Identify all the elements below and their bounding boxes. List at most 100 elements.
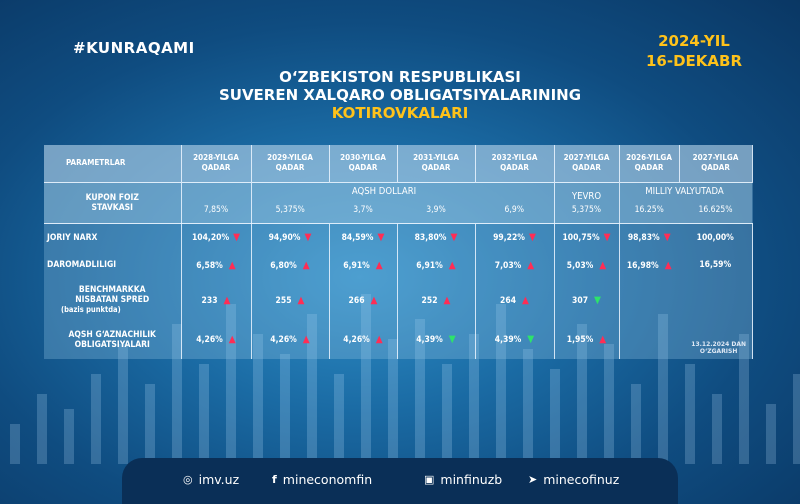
arrow-up-icon: ▲ [664,259,672,271]
table-row: AQSH G‘AZNACHILIK OBLIGATSIYALARI 4,26% ▲ 4,… [44,320,753,359]
col-header: 2029-YILGA QADAR [251,145,330,183]
page-title: O‘ZBEKISTON RESPUBLIKASI SUVEREN XALQARO… [0,68,800,122]
row-label: AQSH G‘AZNACHILIK OBLIGATSIYALARI [44,320,182,359]
arrow-up-icon: ▲ [370,294,378,306]
col-header: 2026-YILGA QADAR [619,145,680,183]
table-cell: 4,39% ▼ [397,320,476,359]
facebook-icon: f [272,473,277,486]
kupon-row: KUPON FOIZ STAVKASI 7,85% 5,375% AQSH DOL… [44,181,752,225]
table-cell: 100,75% ▼ [554,223,620,252]
table-cell: 4,26% ▲ [181,320,252,359]
table-cell: 7,03% ▲ [475,251,555,280]
date-block: 2024-YIL 16-DEKABR [646,31,742,71]
footer-link-text: minfinuzb [440,472,503,487]
table-cell: 83,80% ▼ [397,223,476,252]
arrow-up-icon: ▲ [228,334,236,346]
arrow-up-icon: ▲ [228,259,236,271]
table-cell [679,279,753,321]
table-cell: 266 ▲ [329,279,398,321]
table-cell: 4,26% ▲ [329,320,398,359]
arrow-up-icon: ▲ [375,334,383,346]
table-cell: 100,00% [679,223,753,252]
table-cell: 84,59% ▼ [329,223,398,252]
footer-link-minecofinuz[interactable]: ➤ minecofinuz [528,472,619,487]
globe-icon: ◎ [183,473,193,486]
footer-link-text: minecofinuz [543,472,620,487]
arrow-up-icon: ▲ [527,259,535,271]
arrow-down-green-icon: ▼ [594,294,601,306]
kupon-value: AQSH DOLLARI 3,7% [329,181,416,225]
footer-link-text: imv.uz [198,472,240,487]
table-cell: 16,98% ▲ [626,259,672,271]
table-cell: 6,80% ▲ [251,251,330,280]
change-note: 13.12.2024 DAN O‘ZGARISH [691,341,746,355]
table-cell: 6,58% ▲ [181,251,252,280]
arrow-down-green-icon: ▼ [527,334,535,346]
table-cell [679,320,753,359]
arrow-up-icon: ▲ [522,294,529,306]
date-day: 16-DEKABR [645,52,742,70]
footer-link-imv.uz[interactable]: ◎ imv.uz [183,472,239,487]
table-cell: 6,91% ▲ [397,251,476,280]
table-cell: 94,90% ▼ [251,223,330,252]
currency-usd-label: AQSH DOLLARI [351,185,417,197]
arrow-up-icon: ▲ [302,334,310,346]
arrow-up-icon: ▲ [302,259,310,271]
table-cell: 1,95% ▲ [554,320,620,359]
arrow-down-icon: ▼ [233,232,241,244]
table-row: DAROMADLILIGI 6,58% ▲ 6,80% ▲ 6,91% ▲ 6,91% ▲ 7,0… [44,251,753,280]
row-label: BENCHMARKKA NISBATAN SPRED (bazis punktda) [44,279,182,321]
arrow-up-icon: ▲ [375,259,383,271]
kupon-value: YEVRO 5,375% [554,181,620,225]
table-cell: 4,39% ▼ [475,320,555,359]
col-header: 2031-YILGA QADAR [397,145,476,183]
arrow-up-icon: ▲ [599,259,607,271]
table-cell: 255 ▲ [251,279,330,321]
row-label: JORIY NARX [44,223,182,252]
table-cell: 264 ▲ [475,279,555,321]
table-cell [619,321,679,359]
header-row: PARAMETRLAR 2028-YILGA QADAR 2029-YILGA QA… [44,145,753,183]
table-cell: 5,03% ▲ [554,251,620,280]
table-cell: 98,83% ▼ [627,232,671,244]
col-header: 2027-YILGA QADAR [679,145,753,183]
instagram-icon: ▣ [424,473,435,486]
arrow-up-icon: ▲ [297,294,305,306]
background-bars [0,294,800,464]
table-cell: 99,22% ▼ [475,223,555,252]
footer-link-mineconomfin[interactable]: f mineconomfin [272,472,372,487]
table-cell: 252 ▲ [397,279,476,321]
table-cell: 104,20% ▼ [181,223,252,252]
currency-local-label: MILLIY VALYUTADA [645,185,724,197]
row-label: DAROMADLILIGI [44,251,182,280]
footer-bar [122,458,678,504]
table-cell: 6,91% ▲ [329,251,398,280]
col-header: 2028-YILGA QADAR [181,145,252,183]
kupon-value: 5,375% [251,181,329,225]
footer-link-text: mineconomfin [282,472,373,487]
kupon-value: 3,9% [397,181,475,225]
title-line-3: KOTIROVKALARI [331,104,469,122]
telegram-icon: ➤ [528,473,538,486]
kupon-value: MILLIY VALYUTADA 16.25% [619,181,724,225]
table-cell: 307 ▼ [554,279,620,321]
table-row: BENCHMARKKA NISBATAN SPRED (bazis punktda)… [44,279,753,321]
kupon-label: KUPON FOIZ STAVKASI [44,181,182,225]
table-cell: 4,26% ▲ [251,320,330,359]
currency-eur-label: YEVRO [571,190,602,202]
arrow-up-icon: ▲ [223,294,231,306]
quotes-table: PARAMETRLAR 2028-YILGA QADAR 2029-YILGA QA… [44,145,753,359]
kupon-value: 16.625% [679,181,752,225]
arrow-down-icon: ▼ [603,232,611,244]
col-header: 2027-YILGA QADAR [554,145,620,183]
table-cell: 16,59% [679,251,753,280]
title-line-1: O‘ZBEKISTON RESPUBLIKASI [279,68,521,86]
arrow-down-icon: ▼ [304,232,312,244]
footer-link-minfinuzb[interactable]: ▣ minfinuzb [424,472,502,487]
date-year: 2024-YIL [658,32,730,50]
param-header: PARAMETRLAR [44,145,182,183]
table-cell: 233 ▲ [181,279,252,321]
table-row: JORIY NARX 104,20% ▼ 94,90% ▼ 84,59% ▼ 83,80% ▼ 9… [44,223,753,252]
arrow-down-icon: ▼ [377,232,385,244]
title-line-2: SUVEREN XALQARO OBLIGATSIYALARINING [218,86,582,104]
